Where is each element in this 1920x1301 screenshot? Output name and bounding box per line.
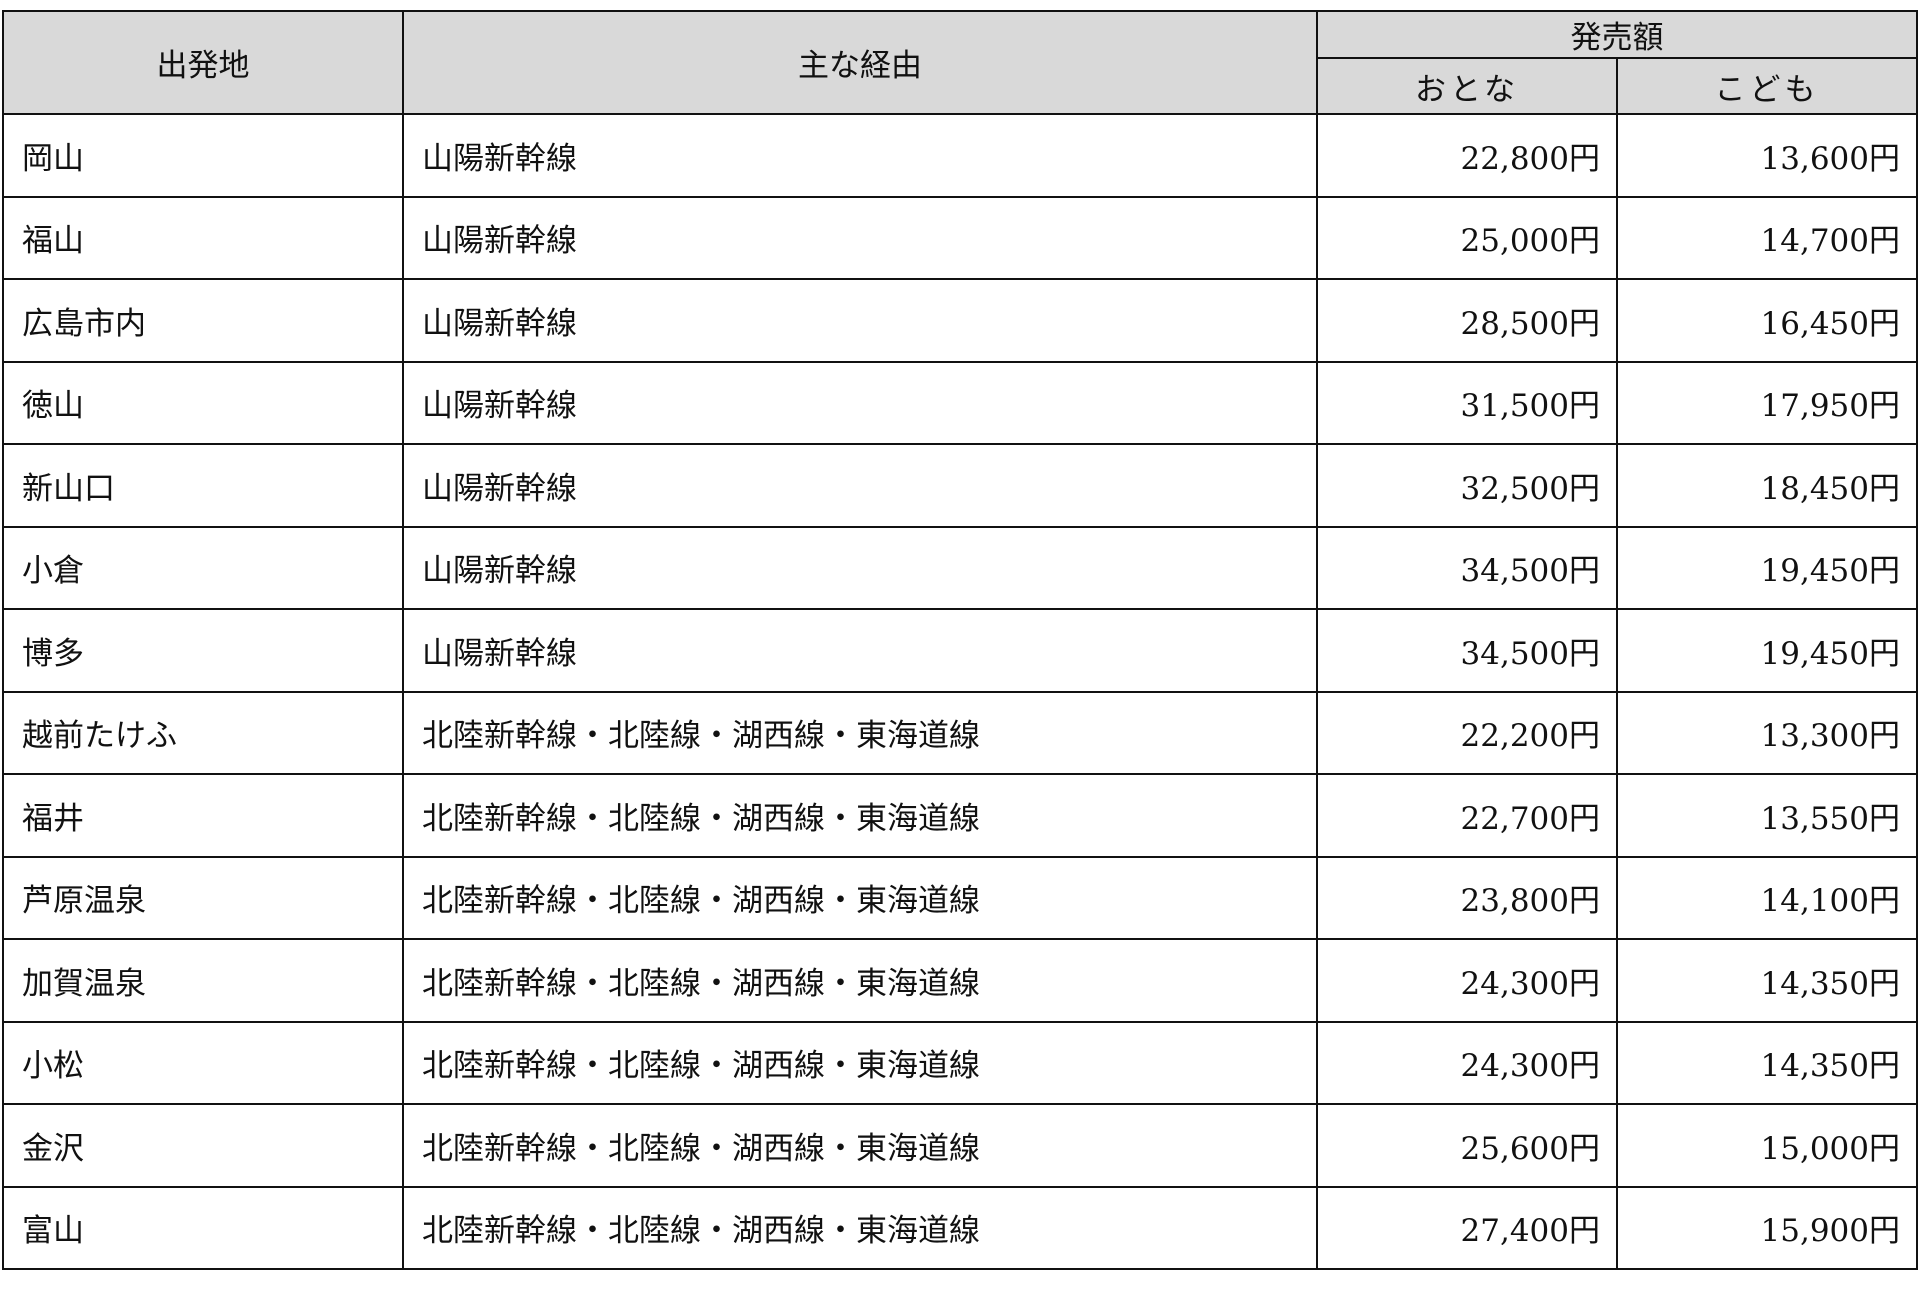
adult-price-cell: 27,400円 (1316, 1185, 1618, 1270)
adult-price-cell: 32,500円 (1316, 443, 1618, 528)
table-row: 小松 北陸新幹線・北陸線・湖西線・東海道線 24,300円 14,350円 (2, 1020, 1918, 1105)
route-cell: 山陽新幹線 (402, 113, 1318, 198)
child-price-cell: 14,700円 (1616, 195, 1918, 280)
table-row: 加賀温泉 北陸新幹線・北陸線・湖西線・東海道線 24,300円 14,350円 (2, 938, 1918, 1023)
table-row: 福山 山陽新幹線 25,000円 14,700円 (2, 195, 1918, 280)
origin-cell: 小倉 (2, 525, 404, 610)
origin-cell: 福井 (2, 773, 404, 858)
child-price-cell: 14,350円 (1616, 1020, 1918, 1105)
route-cell: 山陽新幹線 (402, 443, 1318, 528)
adult-price-cell: 25,000円 (1316, 195, 1618, 280)
route-cell: 山陽新幹線 (402, 525, 1318, 610)
route-cell: 北陸新幹線・北陸線・湖西線・東海道線 (402, 1185, 1318, 1270)
origin-cell: 博多 (2, 608, 404, 693)
adult-price-cell: 24,300円 (1316, 1020, 1618, 1105)
child-price-cell: 15,000円 (1616, 1103, 1918, 1188)
origin-cell: 小松 (2, 1020, 404, 1105)
header-child: こども (1616, 57, 1918, 115)
adult-price-cell: 34,500円 (1316, 608, 1618, 693)
route-cell: 北陸新幹線・北陸線・湖西線・東海道線 (402, 690, 1318, 775)
origin-cell: 加賀温泉 (2, 938, 404, 1023)
adult-price-cell: 22,800円 (1316, 113, 1618, 198)
origin-cell: 越前たけふ (2, 690, 404, 775)
header-route: 主な経由 (402, 10, 1318, 115)
route-cell: 山陽新幹線 (402, 608, 1318, 693)
adult-price-cell: 24,300円 (1316, 938, 1618, 1023)
table-row: 越前たけふ 北陸新幹線・北陸線・湖西線・東海道線 22,200円 13,300円 (2, 690, 1918, 775)
header-adult: おとな (1316, 57, 1618, 115)
route-cell: 北陸新幹線・北陸線・湖西線・東海道線 (402, 855, 1318, 940)
child-price-cell: 15,900円 (1616, 1185, 1918, 1270)
child-price-cell: 14,350円 (1616, 938, 1918, 1023)
child-price-cell: 18,450円 (1616, 443, 1918, 528)
fare-table: 出発地 主な経由 発売額 おとな こども 岡山 山陽新幹線 22,800円 13,60… (2, 10, 1918, 1270)
origin-cell: 新山口 (2, 443, 404, 528)
child-price-cell: 13,550円 (1616, 773, 1918, 858)
table-row: 博多 山陽新幹線 34,500円 19,450円 (2, 608, 1918, 693)
route-cell: 北陸新幹線・北陸線・湖西線・東海道線 (402, 938, 1318, 1023)
table-row: 福井 北陸新幹線・北陸線・湖西線・東海道線 22,700円 13,550円 (2, 773, 1918, 858)
child-price-cell: 13,300円 (1616, 690, 1918, 775)
origin-cell: 広島市内 (2, 278, 404, 363)
child-price-cell: 19,450円 (1616, 608, 1918, 693)
route-cell: 山陽新幹線 (402, 195, 1318, 280)
origin-cell: 徳山 (2, 360, 404, 445)
adult-price-cell: 25,600円 (1316, 1103, 1618, 1188)
table-row: 広島市内 山陽新幹線 28,500円 16,450円 (2, 278, 1918, 363)
table-row: 小倉 山陽新幹線 34,500円 19,450円 (2, 525, 1918, 610)
child-price-cell: 14,100円 (1616, 855, 1918, 940)
header-price: 発売額 (1316, 10, 1918, 59)
route-cell: 北陸新幹線・北陸線・湖西線・東海道線 (402, 1020, 1318, 1105)
table-row: 芦原温泉 北陸新幹線・北陸線・湖西線・東海道線 23,800円 14,100円 (2, 855, 1918, 940)
origin-cell: 金沢 (2, 1103, 404, 1188)
table-row: 徳山 山陽新幹線 31,500円 17,950円 (2, 360, 1918, 445)
origin-cell: 富山 (2, 1185, 404, 1270)
child-price-cell: 19,450円 (1616, 525, 1918, 610)
route-cell: 山陽新幹線 (402, 360, 1318, 445)
route-cell: 北陸新幹線・北陸線・湖西線・東海道線 (402, 773, 1318, 858)
table-row: 金沢 北陸新幹線・北陸線・湖西線・東海道線 25,600円 15,000円 (2, 1103, 1918, 1188)
route-cell: 山陽新幹線 (402, 278, 1318, 363)
child-price-cell: 16,450円 (1616, 278, 1918, 363)
adult-price-cell: 28,500円 (1316, 278, 1618, 363)
adult-price-cell: 23,800円 (1316, 855, 1618, 940)
table-row: 新山口 山陽新幹線 32,500円 18,450円 (2, 443, 1918, 528)
child-price-cell: 13,600円 (1616, 113, 1918, 198)
adult-price-cell: 22,200円 (1316, 690, 1618, 775)
origin-cell: 福山 (2, 195, 404, 280)
table-row: 富山 北陸新幹線・北陸線・湖西線・東海道線 27,400円 15,900円 (2, 1185, 1918, 1270)
adult-price-cell: 22,700円 (1316, 773, 1618, 858)
table-row: 岡山 山陽新幹線 22,800円 13,600円 (2, 113, 1918, 198)
header-origin: 出発地 (2, 10, 404, 115)
route-cell: 北陸新幹線・北陸線・湖西線・東海道線 (402, 1103, 1318, 1188)
adult-price-cell: 34,500円 (1316, 525, 1618, 610)
origin-cell: 岡山 (2, 113, 404, 198)
origin-cell: 芦原温泉 (2, 855, 404, 940)
child-price-cell: 17,950円 (1616, 360, 1918, 445)
adult-price-cell: 31,500円 (1316, 360, 1618, 445)
